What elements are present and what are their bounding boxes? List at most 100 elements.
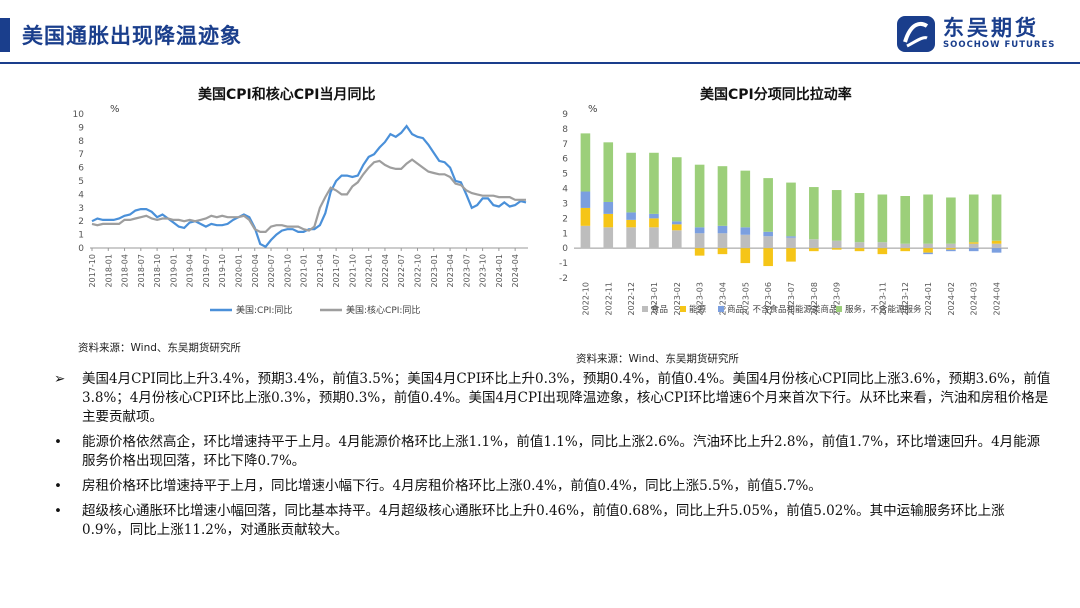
x-tick-label: 2019-01 [169, 254, 178, 287]
y-tick-label: 5 [562, 170, 568, 180]
legend-label: 美国:核心CPI:同比 [346, 304, 420, 316]
bar-segment [580, 225, 591, 249]
x-tick-label: 2017-10 [88, 254, 97, 287]
y-tick-label: 7 [78, 150, 84, 160]
series-line-2 [91, 158, 526, 233]
x-tick-label: 2024-04 [993, 282, 1002, 315]
legend-label: 美国:CPI:同比 [236, 304, 292, 316]
legend-label: 服务，不含能源服务 [845, 304, 922, 315]
x-tick-label: 2018-01 [104, 254, 113, 287]
y-tick-label: 4 [78, 190, 84, 200]
bar-segment [877, 248, 888, 255]
commentary-list: ➢ 美国4月CPI同比上升3.4%，预期3.4%，前值3.5%；美国4月CPI环… [52, 370, 1052, 546]
x-tick-label: 2021-07 [332, 254, 341, 287]
bar-segment [649, 152, 659, 214]
y-tick-label: 6 [78, 164, 84, 174]
x-tick-label: 2022-04 [381, 254, 390, 287]
bar-segment [809, 239, 819, 249]
bar-segment [763, 231, 773, 237]
x-tick-label: 2023-11 [878, 282, 887, 315]
commentary-text: 房租价格环比增速持平于上月，同比增速小幅下行。4月房租价格环比上涨0.4%，前值… [82, 478, 822, 494]
x-tick-label: 2023-05 [741, 282, 750, 315]
header-divider [0, 62, 1080, 64]
x-tick-label: 2022-10 [581, 282, 590, 315]
bar-segment [946, 249, 956, 252]
bar-segment [923, 194, 933, 244]
dot-bullet-icon: • [54, 503, 62, 519]
bar-segment [603, 201, 614, 214]
bar-segment [946, 197, 956, 244]
x-tick-label: 2024-01 [924, 282, 933, 315]
bar-segment [740, 227, 751, 235]
bar-segment [626, 212, 636, 220]
bar-segment [991, 240, 1002, 244]
x-tick-label: 2023-01 [650, 282, 659, 315]
x-tick-label: 2023-04 [718, 282, 727, 315]
bar-segment [740, 170, 751, 228]
y-tick-label: 8 [562, 125, 568, 135]
commentary-text: 超级核心通胀环比增速小幅回落，同比基本持平。4月超级核心通胀环比上升0.46%，… [82, 503, 1005, 538]
bar-segment [717, 233, 728, 249]
bar-segment [786, 182, 796, 237]
right-source-note: 资料来源：Wind、东吴期货研究所 [576, 353, 739, 365]
bar-segment [809, 248, 819, 252]
right-chart-title: 美国CPI分项同比拉动率 [700, 87, 852, 103]
x-tick-label: 2023-03 [696, 282, 705, 315]
bar-segment [900, 248, 911, 252]
bar-segment [786, 236, 796, 238]
x-tick-label: 2022-10 [414, 254, 423, 287]
legend-swatch [718, 306, 724, 312]
x-tick-label: 2022-11 [604, 282, 613, 315]
y-tick-label: 9 [78, 123, 84, 133]
bar-segment [649, 218, 659, 228]
cpi-component-bar-chart: % -2 -1 0 1 2 3 4 5 6 7 8 9 2022-10 2022-11 2022-12 2023… [559, 104, 1008, 315]
x-tick-label: 2020-01 [234, 254, 243, 287]
bar-segment [580, 191, 591, 208]
bar-segment [923, 243, 933, 249]
x-tick-label: 2020-04 [251, 254, 260, 287]
bar-segment [991, 248, 1002, 253]
bar-segment [671, 230, 682, 249]
bar-segment [809, 187, 819, 240]
bar-segment [786, 237, 796, 249]
bar-segment [854, 242, 865, 249]
bar-segment [831, 240, 842, 249]
bar-segment [991, 194, 1002, 241]
commentary-item: • 超级核心通胀环比增速小幅回落，同比基本持平。4月超级核心通胀环比上升0.46… [52, 502, 1052, 540]
bar-segment [946, 248, 956, 250]
x-tick-label: 2019-07 [202, 254, 211, 287]
bar-segment [854, 248, 865, 252]
y-tick-label: 1 [78, 231, 84, 241]
y-unit-label: % [588, 104, 598, 115]
bar-segment [603, 227, 614, 249]
y-tick-label: 7 [562, 140, 568, 150]
x-tick-label: 2023-04 [446, 254, 455, 287]
y-tick-label: -2 [559, 274, 568, 284]
x-tick-label: 2021-04 [316, 254, 325, 287]
soochow-logo-icon [897, 16, 935, 52]
commentary-item: ➢ 美国4月CPI同比上升3.4%，预期3.4%，前值3.5%；美国4月CPI环… [52, 370, 1052, 427]
bar-segment [580, 133, 591, 192]
bar-segment [854, 193, 865, 243]
y-unit-label: % [110, 104, 120, 115]
x-tick-label: 2024-02 [947, 282, 956, 315]
commentary-text: 能源价格依然高企，环比增速持平于上月。4月能源价格环比上涨1.1%，前值1.1%… [82, 434, 1041, 469]
bar-segment [923, 252, 933, 255]
x-tick-label: 2020-10 [283, 254, 292, 287]
cpi-line-chart: % 0 1 2 3 4 5 6 7 8 9 10 2017-10 2018-01 2018-04 2018-0… [73, 104, 528, 316]
y-tick-label: 8 [78, 137, 84, 147]
x-tick-label: 2023-10 [479, 254, 488, 287]
bar-segment [946, 243, 956, 249]
bar-segment [763, 236, 773, 249]
legend-swatch [642, 306, 648, 312]
x-tick-label: 2022-12 [627, 282, 636, 315]
dot-bullet-icon: • [54, 434, 62, 450]
bar-segment [968, 248, 979, 252]
bar-segment [740, 234, 751, 249]
y-tick-label: 9 [562, 110, 568, 120]
bar-segment [877, 242, 888, 249]
y-tick-label: 2 [78, 217, 84, 227]
x-tick-label: 2024-04 [511, 254, 520, 287]
bar-segment [671, 221, 682, 225]
bar-segment [991, 243, 1002, 249]
